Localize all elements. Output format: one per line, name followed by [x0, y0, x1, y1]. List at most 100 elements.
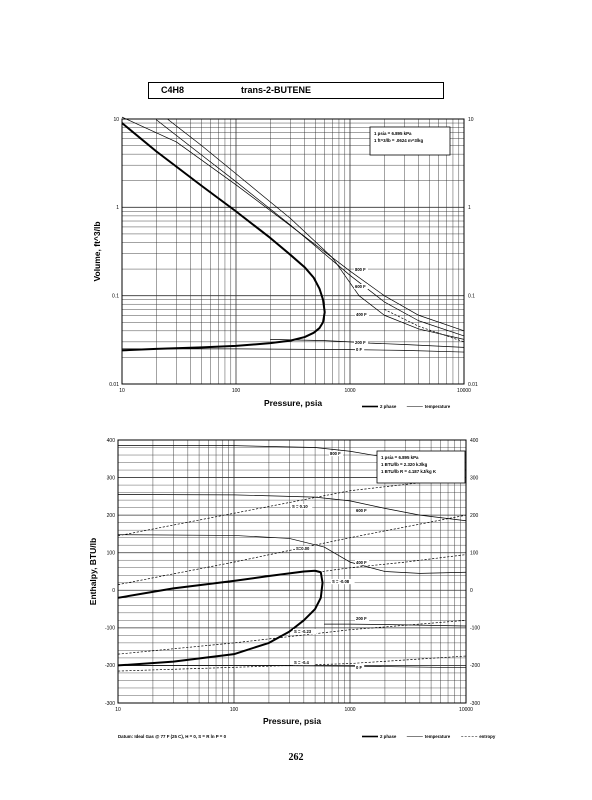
curve-label: 800 F — [330, 451, 341, 456]
series-line-800-f — [121, 116, 465, 332]
series-line-0-f — [122, 348, 465, 353]
y-tick-label-left: 1 — [116, 205, 119, 211]
grid-volume — [121, 119, 464, 385]
conversion-note: 1 BTU/lb = 2.320 kJ/kg — [381, 462, 428, 467]
curve-label: 200 F — [355, 340, 366, 345]
curve-label: 600 F — [356, 508, 367, 513]
conversion-note-box — [369, 126, 451, 156]
y-tick-label-right: 0.1 — [468, 293, 475, 299]
x-tick-label: 10 — [115, 707, 121, 713]
page-number: 262 — [288, 752, 304, 763]
curve-label-bg — [331, 579, 355, 585]
curve-label: S = -0.08 — [332, 579, 350, 584]
series-line-2-phase — [121, 122, 326, 352]
chart-enthalpy: 10 100 1000 10000-300 -300-200 -200-100 -1000 0… — [88, 438, 496, 739]
y-tick-label-right: 200 — [470, 513, 479, 519]
x-tick-label: 100 — [230, 707, 239, 713]
series-line-200-f — [324, 623, 467, 627]
y-tick-label-left: 100 — [107, 551, 116, 557]
conversion-note: 1 ft^3/lb = .0624 m^3/kg — [374, 138, 423, 143]
curve-label-bg — [329, 451, 343, 457]
y-tick-label-right: 0 — [470, 588, 473, 594]
series-group — [121, 116, 465, 353]
y-tick-label-right: -300 — [470, 701, 480, 707]
series-line-s-0-4 — [117, 655, 467, 672]
y-tick-label-left: -200 — [105, 663, 115, 669]
curve-label: 400 F — [356, 560, 367, 565]
series-line-600-f — [117, 494, 467, 522]
series-line-400-f — [117, 534, 467, 574]
curve-label: S = -0.23 — [294, 629, 312, 634]
legend-label: temperature — [425, 404, 451, 409]
curve-label: S = -0.4 — [294, 660, 309, 665]
curve-label: 600 F — [355, 284, 366, 289]
x-tick-label: 10000 — [457, 388, 471, 394]
legend-label: temperature — [425, 734, 451, 739]
series-line-dashed — [384, 309, 465, 343]
series-group — [117, 445, 467, 672]
curve-label: 0 F — [356, 347, 362, 352]
y-tick-label-right: 0.01 — [468, 382, 478, 388]
series-line-400-f — [167, 118, 465, 340]
conversion-note-box — [376, 450, 466, 484]
y-tick-label-left: 10 — [113, 117, 119, 123]
curve-label-bg — [354, 267, 368, 273]
y-tick-label-left: 0 — [112, 588, 115, 594]
curve-label-bg — [355, 508, 369, 514]
curve-label-bg — [354, 284, 368, 290]
y-tick-label-right: -100 — [470, 626, 480, 632]
y-tick-label-left: -300 — [105, 701, 115, 707]
curve-label-bg — [355, 312, 369, 318]
curve-label: 200 F — [356, 616, 367, 621]
y-tick-label-right: 1 — [468, 205, 471, 211]
curve-label-bg — [355, 616, 369, 622]
x-tick-label: 1000 — [344, 707, 355, 713]
compound-name: trans-2-BUTENE — [241, 85, 312, 95]
x-tick-label: 10000 — [459, 707, 473, 713]
x-tick-label: 100 — [232, 388, 241, 394]
series-line-s-0-23 — [117, 619, 467, 655]
chart-title-box: C4H8 trans-2-BUTENE — [148, 82, 444, 99]
series-line-s-0-10 — [117, 477, 467, 537]
legend-label: entropy — [479, 734, 496, 739]
legend-label: 2 phase — [380, 734, 397, 739]
compound-formula: C4H8 — [161, 85, 185, 95]
curve-label-bg — [293, 629, 317, 635]
datum-footnote: Datum: Ideal Gas @ 77 F (25 C), H = 0, S… — [118, 734, 227, 739]
curve-label-bg — [354, 340, 368, 346]
series-line-s-0-08 — [322, 554, 467, 572]
legend-label: 2 phase — [380, 404, 397, 409]
x-axis-title: Pressure, psia — [263, 716, 321, 726]
y-tick-label-right: 300 — [470, 475, 479, 481]
y-tick-label-right: -200 — [470, 663, 480, 669]
y-tick-label-left: 0.01 — [109, 382, 119, 388]
series-line-600-f — [156, 119, 465, 337]
conversion-note: 1 psia = 6.895 kPa — [381, 455, 419, 460]
y-tick-label-left: 400 — [107, 438, 116, 444]
x-tick-label: 10 — [119, 388, 125, 394]
series-line-2-phase — [117, 569, 324, 667]
curve-label: 0 F — [356, 665, 362, 670]
y-axis-title: Volume, ft^3/lb — [92, 221, 102, 281]
curve-label-bg — [295, 546, 312, 552]
curve-label-bg — [355, 560, 369, 566]
series-line-s-0-00 — [117, 514, 467, 585]
y-axis-title: Enthalpy, BTU/lb — [88, 538, 98, 605]
x-tick-label: 1000 — [344, 388, 355, 394]
y-tick-label-left: 300 — [107, 475, 116, 481]
y-tick-label-right: 100 — [470, 551, 479, 557]
curve-label: 800 F — [355, 267, 366, 272]
plot-frame — [121, 118, 465, 385]
series-line-0-f — [118, 665, 467, 669]
x-axis-title: Pressure, psia — [264, 398, 322, 408]
y-tick-label-left: -100 — [105, 626, 115, 632]
curve-label-bg — [291, 504, 313, 510]
curve-label: S=0.00 — [296, 546, 310, 551]
y-tick-label-left: 0.1 — [112, 293, 119, 299]
curve-label-bg — [293, 660, 315, 666]
conversion-note: 1 BTU/lb R = 4.187 kJ/kg K — [381, 469, 437, 474]
y-tick-label-left: 200 — [107, 513, 116, 519]
y-tick-label-right: 400 — [470, 438, 479, 444]
